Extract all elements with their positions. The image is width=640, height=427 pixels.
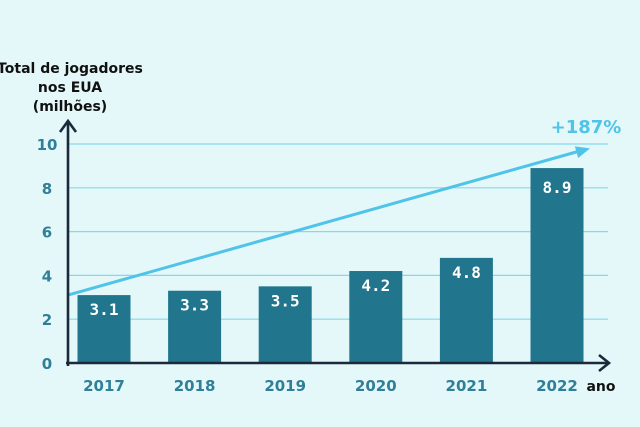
data-label-2019: 3.5 [271,291,300,310]
y-axis-arrowhead-icon [58,118,78,133]
trend-arrow-group [67,146,590,297]
x-axis-arrowhead-icon [598,353,612,373]
y-axis-label-line-2: nos EUA [38,80,102,96]
data-label-2021: 4.8 [452,263,481,282]
y-axis-label-line-3: (milhões) [33,99,107,115]
y-axis-label-line-1: Total de jogadores [0,61,143,77]
trend-arrowhead-icon [574,146,590,158]
y-tick-label-2: 4 [42,267,52,285]
bar-2017 [77,295,131,363]
axes [58,118,612,373]
y-tick-label-1: 2 [42,311,52,329]
bar-2020 [349,271,403,363]
bar-2021 [439,257,493,363]
x-tick-label-2017: 2017 [83,377,125,395]
data-label-2022: 8.9 [543,178,572,197]
y-tick-label-5: 10 [37,136,58,154]
y-tick-label-3: 6 [42,224,52,242]
data-label-2017: 3.1 [90,300,119,319]
data-label-2020: 4.2 [361,276,390,295]
x-tick-labels: 2017 2018 2019 2020 2021 2022 [83,377,578,395]
x-axis-label: ano [586,379,615,395]
bar-2018 [168,290,222,363]
growth-label: +187% [551,117,622,138]
bar-2022 [530,168,584,363]
x-tick-label-2020: 2020 [355,377,397,395]
x-tick-label-2021: 2021 [446,377,488,395]
y-tick-label-0: 0 [42,355,52,373]
data-label-2018: 3.3 [180,296,209,315]
x-tick-label-2018: 2018 [174,377,216,395]
x-tick-label-2019: 2019 [264,377,306,395]
trend-line [67,148,583,297]
y-tick-label-4: 8 [42,180,52,198]
bar-2019 [258,286,312,363]
gridlines [68,143,608,320]
bar-data-labels: 3.1 3.3 3.5 4.2 4.8 8.9 [90,178,572,319]
bars [77,168,584,363]
y-tick-labels: 0 2 4 6 8 10 [37,136,58,373]
x-tick-label-2022: 2022 [536,377,578,395]
